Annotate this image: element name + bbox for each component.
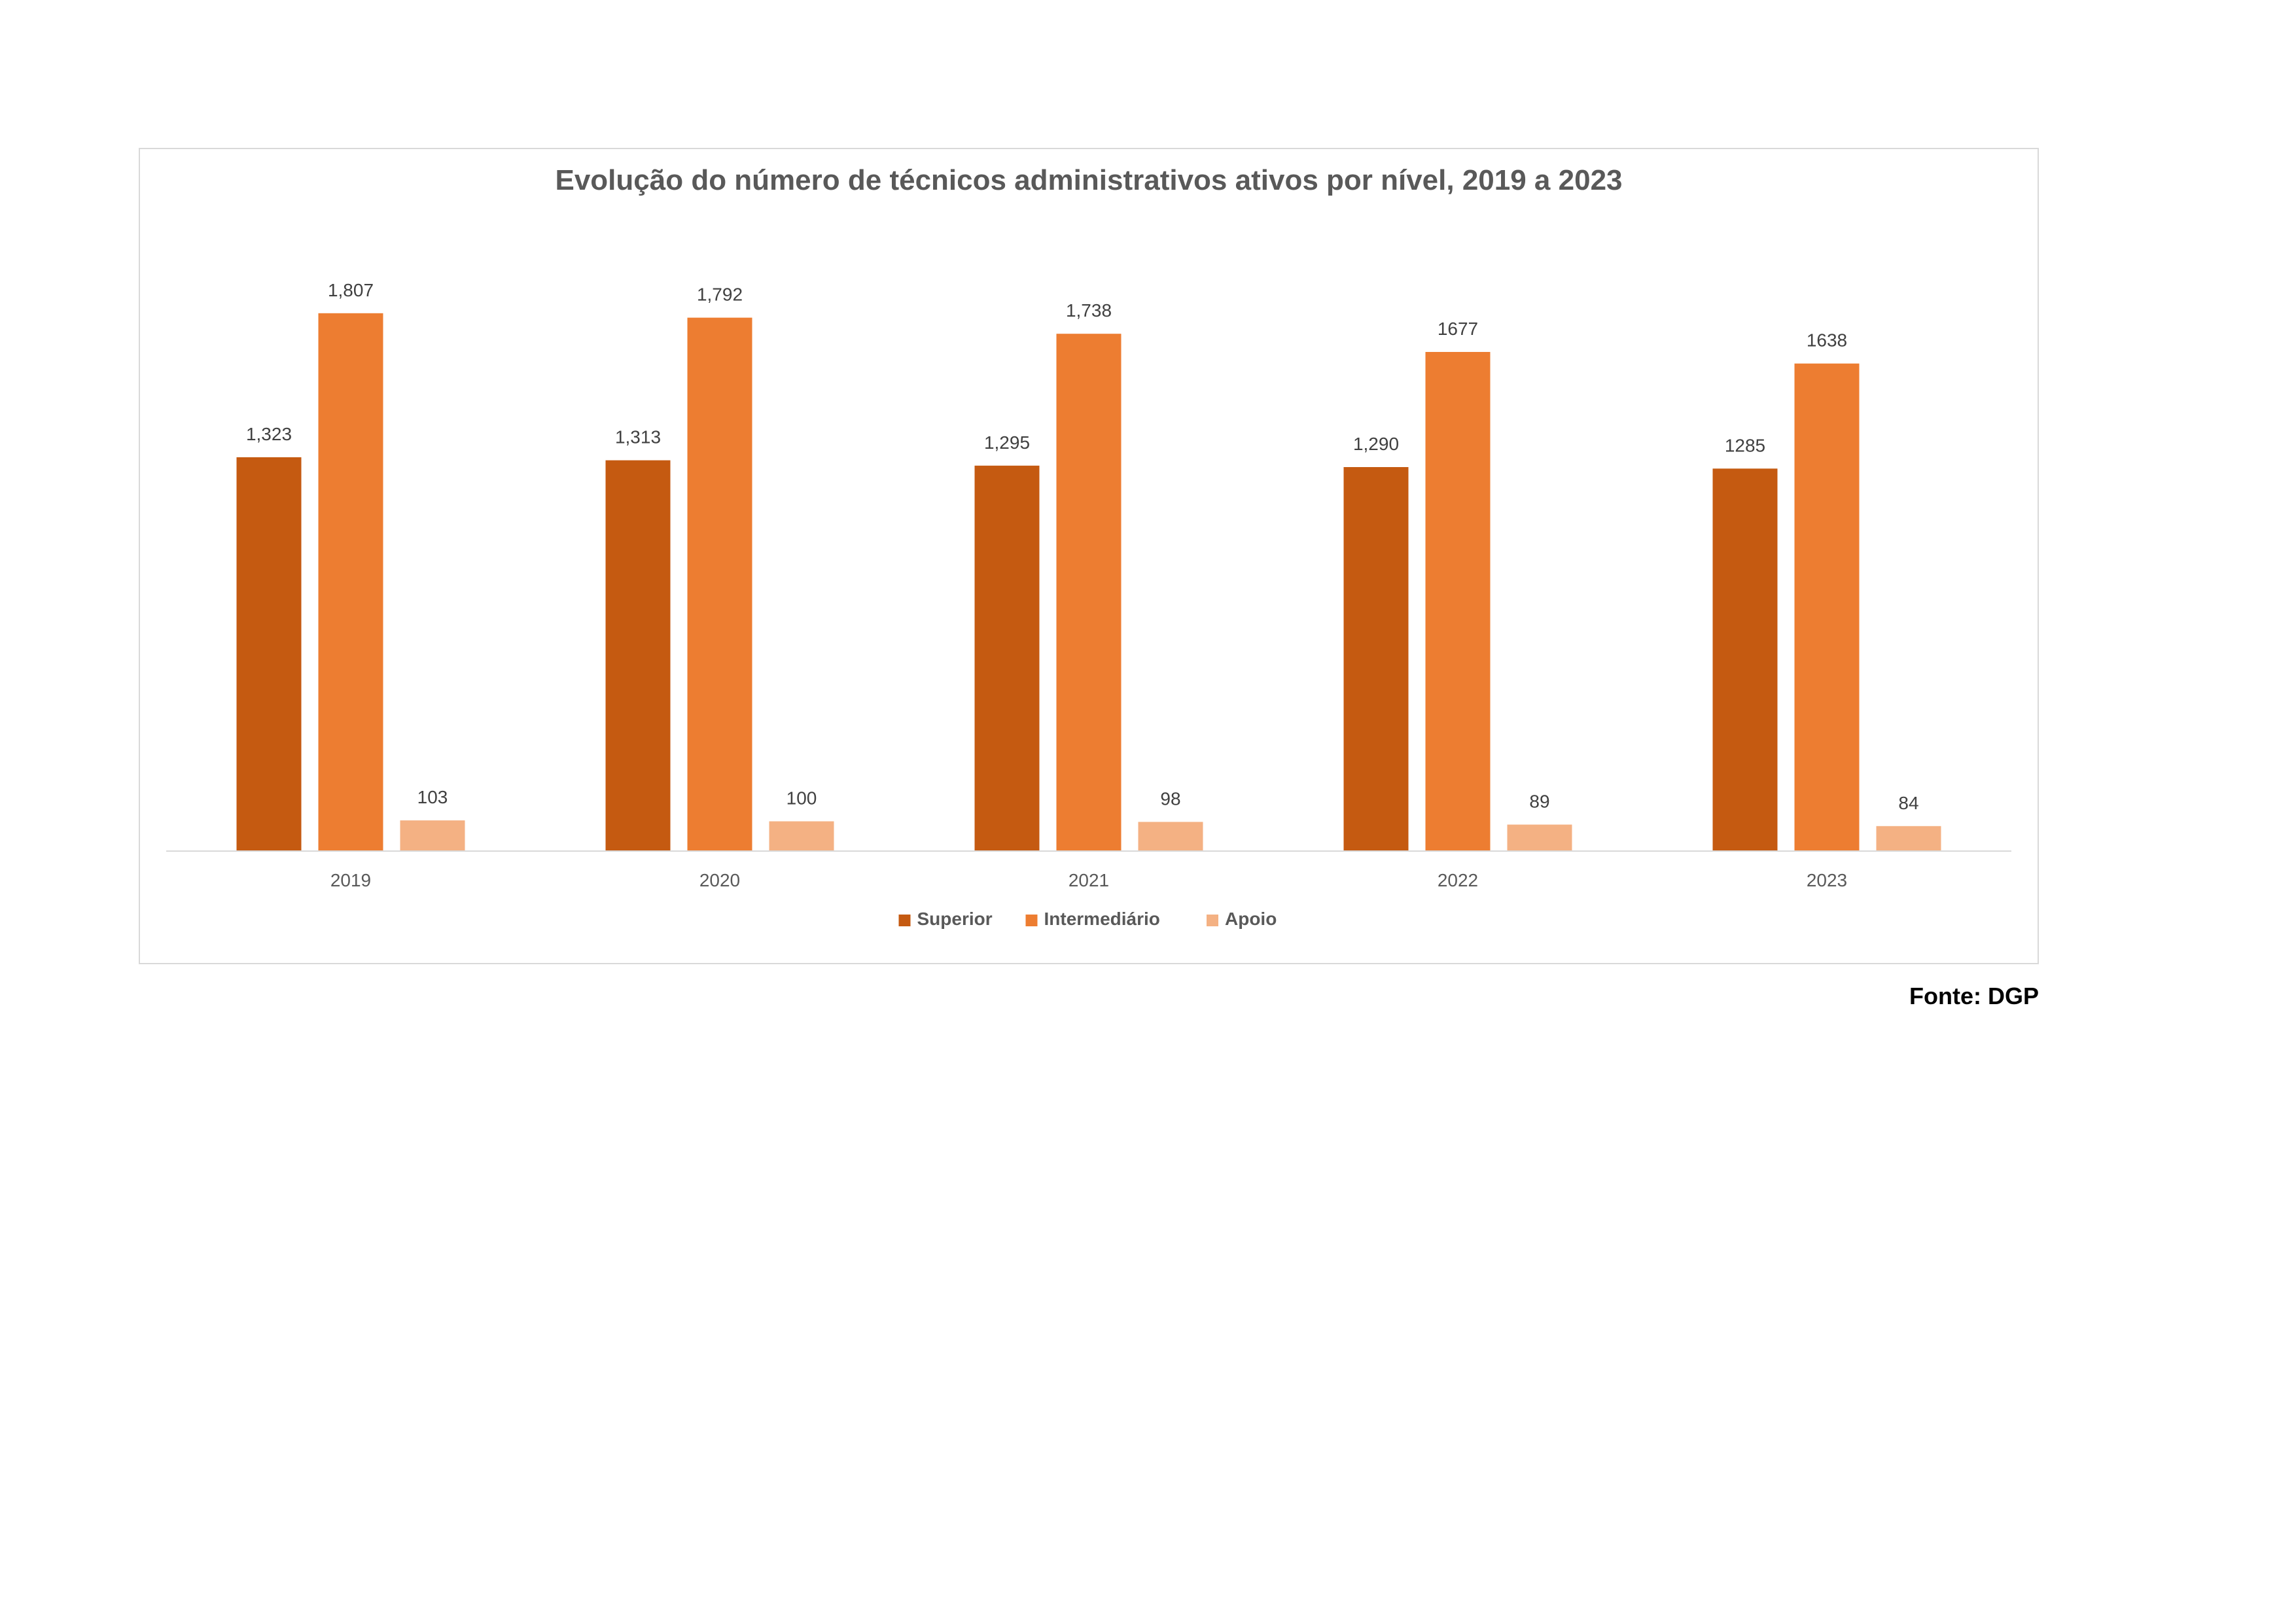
data-label-apoio-2022: 89: [1529, 792, 1549, 812]
data-label-intermediário-2020: 1,792: [697, 285, 743, 305]
data-label-superior-2023: 1285: [1725, 435, 1765, 455]
x-tick-label-2022: 2022: [1438, 870, 1478, 890]
bar-intermediário-2020: [687, 317, 752, 852]
data-label-apoio-2020: 100: [786, 788, 817, 809]
x-tick-label-2021: 2021: [1069, 870, 1109, 890]
legend-label-intermediário: Intermediário: [1044, 909, 1160, 929]
bar-superior-2019: [236, 457, 302, 851]
source-note: Fonte: DGP: [1909, 983, 2039, 1009]
bar-intermediário-2022: [1425, 352, 1491, 851]
legend-label-superior: Superior: [917, 909, 993, 929]
data-label-superior-2022: 1,290: [1353, 434, 1399, 454]
bar-superior-2021: [974, 465, 1040, 851]
data-label-intermediário-2022: 1677: [1438, 319, 1478, 339]
data-label-apoio-2019: 103: [417, 787, 448, 807]
bar-apoio-2019: [400, 820, 465, 851]
chart-container: Evolução do número de técnicos administr…: [139, 148, 2039, 964]
bar-apoio-2021: [1138, 822, 1203, 851]
bar-superior-2022: [1343, 467, 1409, 851]
bar-apoio-2023: [1876, 826, 1941, 851]
legend: Superior Intermediário Apoio: [898, 909, 1277, 929]
bar-apoio-2020: [769, 821, 834, 851]
data-label-superior-2021: 1,295: [984, 432, 1030, 453]
bar-intermediário-2019: [318, 313, 383, 851]
x-tick-label-2020: 2020: [699, 870, 740, 890]
data-label-intermediário-2021: 1,738: [1066, 300, 1112, 321]
legend-swatch-superior: [898, 915, 911, 926]
chart-title: Evolução do número de técnicos administr…: [555, 164, 1622, 196]
legend-swatch-apoio: [1207, 915, 1218, 926]
bar-intermediário-2021: [1056, 334, 1122, 851]
data-label-intermediário-2019: 1,807: [328, 280, 374, 300]
bar-superior-2020: [605, 460, 671, 851]
legend-swatch-intermediário: [1025, 915, 1038, 926]
data-label-superior-2020: 1,313: [615, 427, 661, 447]
x-tick-label-2023: 2023: [1807, 870, 1847, 890]
data-label-superior-2019: 1,323: [246, 424, 292, 444]
bar-chart: Evolução do número de técnicos administr…: [166, 164, 2011, 929]
data-label-apoio-2023: 84: [1898, 793, 1918, 813]
x-tick-label-2019: 2019: [330, 870, 371, 890]
legend-label-apoio: Apoio: [1225, 909, 1277, 929]
bar-intermediário-2023: [1794, 363, 1860, 851]
bar-superior-2023: [1712, 468, 1778, 851]
data-label-intermediário-2023: 1638: [1807, 330, 1847, 351]
data-label-apoio-2021: 98: [1160, 788, 1180, 809]
bar-apoio-2022: [1507, 824, 1572, 851]
